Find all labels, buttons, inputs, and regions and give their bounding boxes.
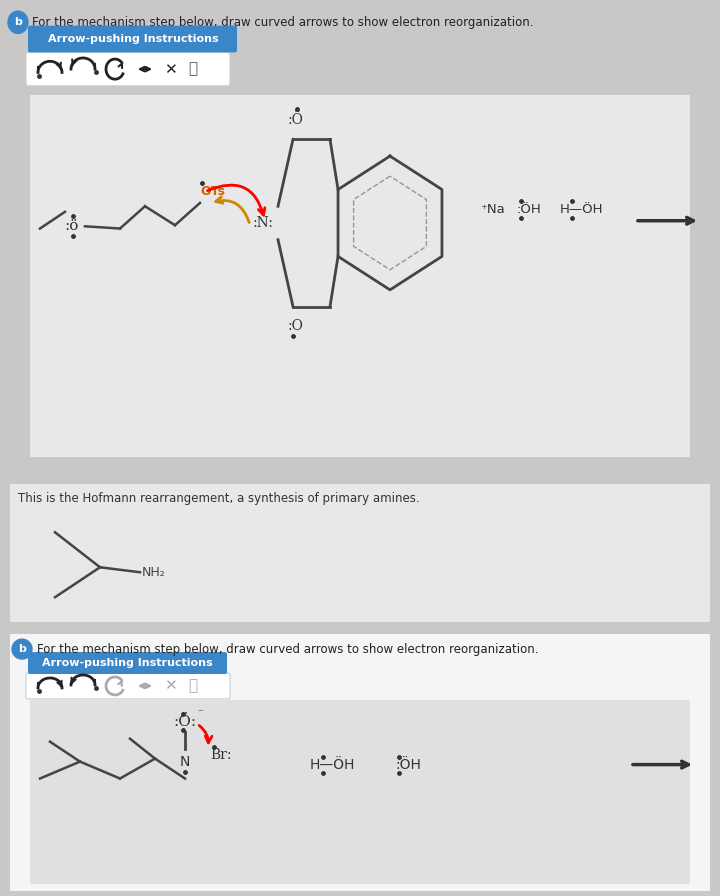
Text: OTs: OTs bbox=[200, 185, 225, 198]
FancyBboxPatch shape bbox=[10, 485, 710, 622]
FancyArrowPatch shape bbox=[207, 185, 265, 215]
FancyBboxPatch shape bbox=[30, 95, 690, 457]
FancyArrowPatch shape bbox=[199, 726, 212, 743]
Text: 🗑: 🗑 bbox=[189, 678, 197, 694]
Text: ✕: ✕ bbox=[163, 678, 176, 694]
Text: H—ÖH: H—ÖH bbox=[310, 758, 356, 771]
Text: :ö: :ö bbox=[65, 220, 79, 233]
FancyBboxPatch shape bbox=[28, 652, 227, 674]
Text: Arrow-pushing Instructions: Arrow-pushing Instructions bbox=[48, 34, 218, 44]
FancyBboxPatch shape bbox=[26, 673, 230, 699]
Text: For the mechanism step below, draw curved arrows to show electron reorganization: For the mechanism step below, draw curve… bbox=[37, 642, 539, 656]
Text: This is the Hofmann rearrangement, a synthesis of primary amines.: This is the Hofmann rearrangement, a syn… bbox=[18, 492, 420, 505]
Text: :Ö:: :Ö: bbox=[174, 715, 197, 728]
Text: Arrow-pushing Instructions: Arrow-pushing Instructions bbox=[42, 658, 212, 668]
FancyBboxPatch shape bbox=[30, 700, 690, 884]
Text: N: N bbox=[180, 754, 190, 769]
FancyBboxPatch shape bbox=[26, 52, 230, 86]
Text: ⁺Na: ⁺Na bbox=[480, 203, 505, 216]
Text: :O: :O bbox=[287, 318, 303, 332]
Text: Br:: Br: bbox=[210, 747, 232, 762]
Text: ⁻: ⁻ bbox=[197, 708, 203, 718]
Text: NH₂: NH₂ bbox=[142, 565, 166, 579]
Text: :N:: :N: bbox=[253, 216, 274, 230]
FancyBboxPatch shape bbox=[10, 634, 710, 891]
FancyArrowPatch shape bbox=[216, 197, 249, 222]
Text: :ÖH: :ÖH bbox=[395, 758, 421, 771]
Text: :Ö: :Ö bbox=[287, 114, 303, 127]
Circle shape bbox=[12, 639, 32, 659]
Text: :ÖH: :ÖH bbox=[517, 203, 541, 216]
Text: For the mechanism step below, draw curved arrows to show electron reorganization: For the mechanism step below, draw curve… bbox=[32, 16, 534, 29]
Text: b: b bbox=[14, 17, 22, 27]
Text: b: b bbox=[18, 644, 26, 654]
Circle shape bbox=[8, 11, 28, 33]
Text: 🗑: 🗑 bbox=[189, 62, 197, 77]
Text: ✕: ✕ bbox=[163, 62, 176, 77]
FancyBboxPatch shape bbox=[28, 26, 237, 52]
Text: H—ÖH: H—ÖH bbox=[560, 203, 603, 216]
